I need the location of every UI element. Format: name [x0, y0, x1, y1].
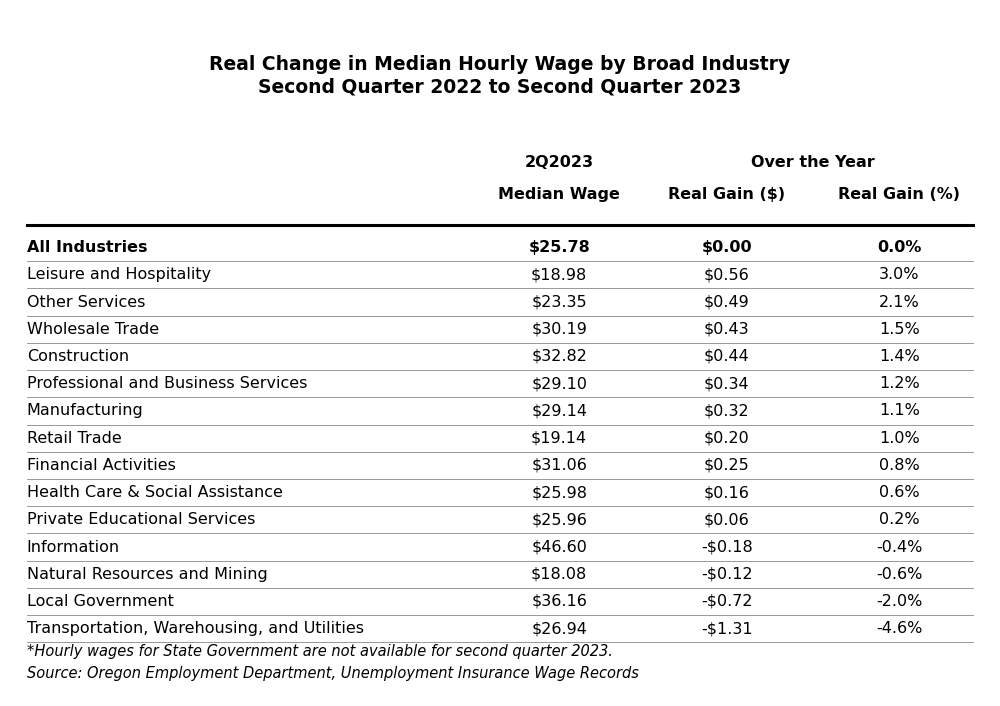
- Text: -2.0%: -2.0%: [876, 594, 923, 609]
- Text: $0.49: $0.49: [704, 294, 750, 309]
- Text: 1.1%: 1.1%: [879, 403, 920, 419]
- Text: -$0.72: -$0.72: [701, 594, 753, 609]
- Text: $0.25: $0.25: [704, 458, 750, 473]
- Text: $18.98: $18.98: [531, 268, 587, 282]
- Text: 2Q2023: 2Q2023: [525, 155, 594, 169]
- Text: $46.60: $46.60: [531, 539, 587, 554]
- Text: Retail Trade: Retail Trade: [27, 431, 121, 445]
- Text: Information: Information: [27, 539, 120, 554]
- Text: Source: Oregon Employment Department, Unemployment Insurance Wage Records: Source: Oregon Employment Department, Un…: [27, 666, 639, 681]
- Text: Median Wage: Median Wage: [498, 187, 620, 202]
- Text: $0.34: $0.34: [704, 376, 750, 391]
- Text: 1.5%: 1.5%: [879, 322, 920, 337]
- Text: $30.19: $30.19: [531, 322, 587, 337]
- Text: $0.44: $0.44: [704, 349, 750, 364]
- Text: -4.6%: -4.6%: [876, 621, 923, 636]
- Text: All Industries: All Industries: [27, 240, 147, 255]
- Text: 0.0%: 0.0%: [877, 240, 922, 255]
- Text: Over the Year: Over the Year: [751, 155, 875, 169]
- Text: Private Educational Services: Private Educational Services: [27, 513, 255, 527]
- Text: $0.16: $0.16: [704, 485, 750, 500]
- Text: Financial Activities: Financial Activities: [27, 458, 176, 473]
- Text: $26.94: $26.94: [531, 621, 587, 636]
- Text: 1.4%: 1.4%: [879, 349, 920, 364]
- Text: $23.35: $23.35: [531, 294, 587, 309]
- Text: -$0.18: -$0.18: [701, 539, 753, 554]
- Text: 0.2%: 0.2%: [879, 513, 920, 527]
- Text: Health Care & Social Assistance: Health Care & Social Assistance: [27, 485, 283, 500]
- Text: $18.08: $18.08: [531, 567, 587, 582]
- Text: Real Change in Median Hourly Wage by Broad Industry
Second Quarter 2022 to Secon: Real Change in Median Hourly Wage by Bro…: [209, 55, 791, 97]
- Text: 0.6%: 0.6%: [879, 485, 920, 500]
- Text: 0.8%: 0.8%: [879, 458, 920, 473]
- Text: $0.06: $0.06: [704, 513, 750, 527]
- Text: 1.0%: 1.0%: [879, 431, 920, 445]
- Text: $0.00: $0.00: [701, 240, 752, 255]
- Text: -0.6%: -0.6%: [876, 567, 923, 582]
- Text: Manufacturing: Manufacturing: [27, 403, 143, 419]
- Text: Local Government: Local Government: [27, 594, 174, 609]
- Text: $25.98: $25.98: [531, 485, 587, 500]
- Text: $29.14: $29.14: [531, 403, 587, 419]
- Text: 3.0%: 3.0%: [879, 268, 920, 282]
- Text: $36.16: $36.16: [531, 594, 587, 609]
- Text: Real Gain ($): Real Gain ($): [668, 187, 785, 202]
- Text: $0.43: $0.43: [704, 322, 750, 337]
- Text: -$1.31: -$1.31: [701, 621, 753, 636]
- Text: $19.14: $19.14: [531, 431, 587, 445]
- Text: $29.10: $29.10: [531, 376, 587, 391]
- Text: *Hourly wages for State Government are not available for second quarter 2023.: *Hourly wages for State Government are n…: [27, 644, 613, 659]
- Text: $32.82: $32.82: [531, 349, 587, 364]
- Text: Real Gain (%): Real Gain (%): [838, 187, 960, 202]
- Text: Professional and Business Services: Professional and Business Services: [27, 376, 307, 391]
- Text: $0.20: $0.20: [704, 431, 750, 445]
- Text: Construction: Construction: [27, 349, 129, 364]
- Text: Natural Resources and Mining: Natural Resources and Mining: [27, 567, 267, 582]
- Text: $0.32: $0.32: [704, 403, 750, 419]
- Text: 2.1%: 2.1%: [879, 294, 920, 309]
- Text: $25.78: $25.78: [528, 240, 590, 255]
- Text: $0.56: $0.56: [704, 268, 750, 282]
- Text: $25.96: $25.96: [531, 513, 587, 527]
- Text: Transportation, Warehousing, and Utilities: Transportation, Warehousing, and Utiliti…: [27, 621, 364, 636]
- Text: -$0.12: -$0.12: [701, 567, 753, 582]
- Text: $31.06: $31.06: [531, 458, 587, 473]
- Text: Leisure and Hospitality: Leisure and Hospitality: [27, 268, 211, 282]
- Text: Other Services: Other Services: [27, 294, 145, 309]
- Text: 1.2%: 1.2%: [879, 376, 920, 391]
- Text: -0.4%: -0.4%: [876, 539, 923, 554]
- Text: Wholesale Trade: Wholesale Trade: [27, 322, 159, 337]
